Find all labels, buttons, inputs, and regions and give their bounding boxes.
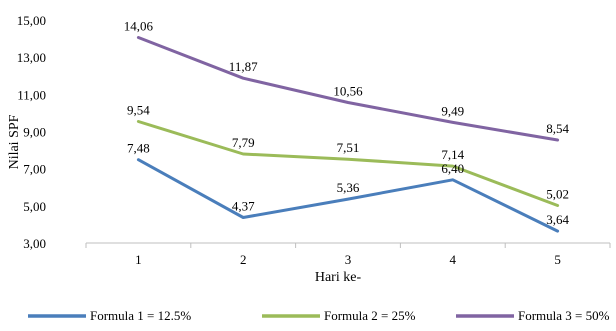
data-label: 9,54 (127, 102, 150, 117)
data-label: 9,49 (441, 103, 464, 118)
data-label: 10,56 (333, 84, 363, 99)
data-label: 7,48 (127, 141, 150, 156)
y-tick-labels: 3,00 5,00 7,00 9,00 11,00 13,00 15,00 (17, 13, 46, 251)
series-line-formula-1 (136, 158, 560, 233)
data-label: 6,40 (441, 161, 464, 176)
data-label: 5,02 (546, 186, 569, 201)
legend: Formula 1 = 12.5% Formula 2 = 25% Formula … (28, 308, 610, 323)
legend-label: Formula 2 = 25% (324, 308, 416, 323)
x-tick-labels: 1 2 3 4 5 (135, 252, 561, 267)
axes (85, 242, 611, 248)
data-label: 14,06 (124, 18, 154, 33)
data-label: 7,14 (441, 147, 464, 162)
x-tick-label: 4 (450, 252, 457, 267)
data-label: 3,64 (546, 212, 569, 227)
y-tick-label: 5,00 (23, 199, 46, 214)
y-tick-label: 13,00 (17, 50, 46, 65)
y-tick-label: 9,00 (23, 125, 46, 140)
x-tick-label: 2 (240, 252, 247, 267)
data-label: 5,36 (337, 180, 360, 195)
data-labels: 7,48 4,37 5,36 6,40 3,64 9,54 7,79 7,51 7,14 5,02… (124, 18, 570, 227)
y-tick-label: 7,00 (23, 162, 46, 177)
x-tick-label: 3 (345, 252, 352, 267)
x-tick-label: 1 (135, 252, 142, 267)
series-line-formula-3 (136, 36, 560, 142)
x-axis-title: Hari ke- (315, 270, 362, 285)
series-line-formula-2 (136, 120, 560, 207)
series-lines (136, 36, 560, 233)
data-label: 7,79 (232, 135, 255, 150)
y-tick-label: 11,00 (17, 87, 46, 102)
y-axis-title: Nilai SPF (7, 114, 22, 169)
data-label: 7,51 (337, 140, 360, 155)
legend-label: Formula 3 = 50% (518, 308, 610, 323)
y-tick-label: 3,00 (23, 236, 46, 251)
data-label: 11,87 (229, 59, 258, 74)
y-tick-label: 15,00 (17, 13, 46, 28)
data-label: 4,37 (232, 199, 255, 214)
legend-label: Formula 1 = 12.5% (90, 308, 191, 323)
x-tick-label: 5 (554, 252, 561, 267)
data-label: 8,54 (546, 121, 569, 136)
